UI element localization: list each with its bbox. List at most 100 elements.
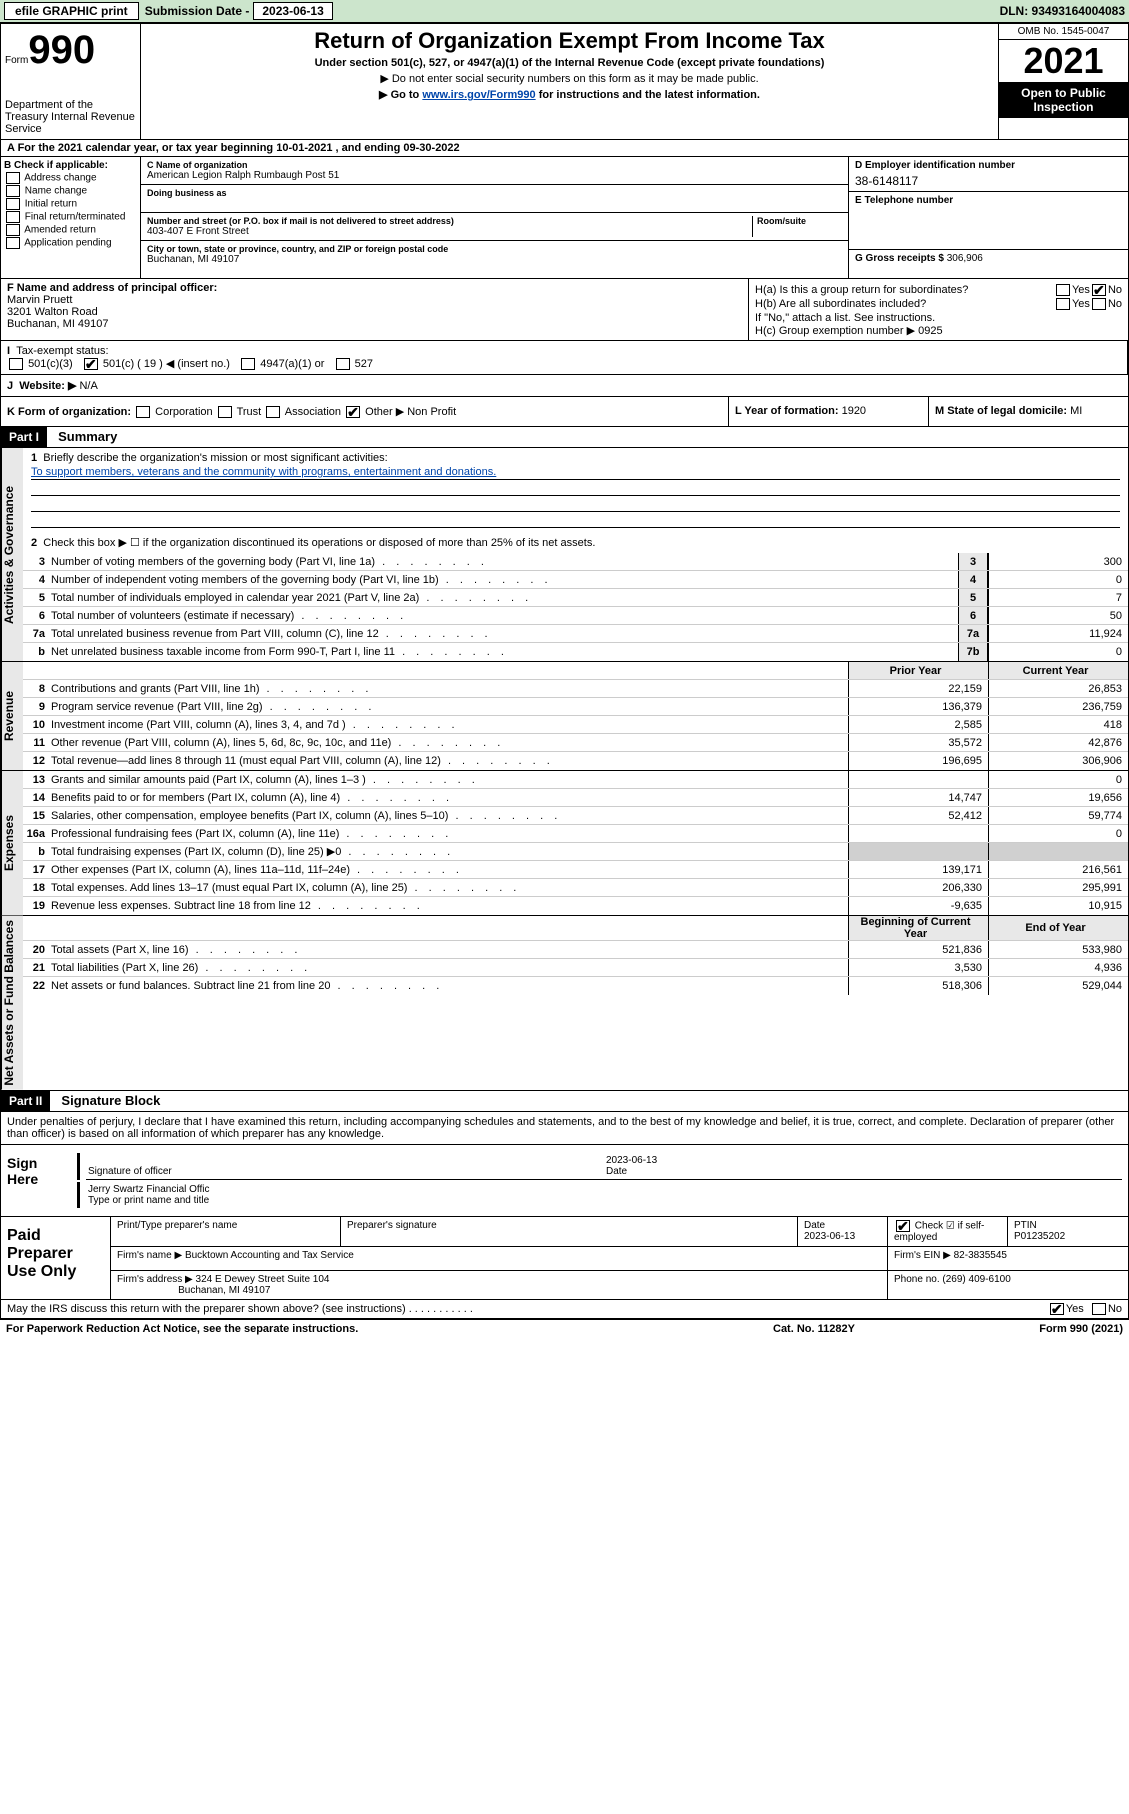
irs-link[interactable]: www.irs.gov/Form990 xyxy=(422,89,535,101)
line-num: 15 xyxy=(23,810,51,822)
firm-name-label: Firm's name ▶ xyxy=(117,1250,182,1261)
line-desc: Total number of volunteers (estimate if … xyxy=(51,608,958,624)
prior-value: -9,635 xyxy=(848,897,988,915)
hc-label: H(c) Group exemption number ▶ xyxy=(755,325,915,337)
end-year-header: End of Year xyxy=(988,916,1128,940)
discuss-yes-checkbox[interactable] xyxy=(1050,1303,1064,1315)
header-section-bcde: B Check if applicable: Address change Na… xyxy=(0,157,1129,279)
chk-527[interactable] xyxy=(336,358,350,370)
taxyear-a: A For the 2021 calendar year, or tax yea… xyxy=(7,142,276,154)
form-of-org: K Form of organization: Corporation Trus… xyxy=(1,397,728,426)
chk-trust[interactable] xyxy=(218,406,232,418)
ha-yes-checkbox[interactable] xyxy=(1056,284,1070,296)
part1-badge: Part I xyxy=(1,427,47,447)
website-value: N/A xyxy=(79,380,97,392)
chk-application-pending[interactable]: Application pending xyxy=(4,237,137,249)
line-15: 15 Salaries, other compensation, employe… xyxy=(23,807,1128,825)
discuss-no-checkbox[interactable] xyxy=(1092,1303,1106,1315)
summary-line-b: b Net unrelated business taxable income … xyxy=(23,643,1128,661)
form-word: Form xyxy=(5,55,28,66)
side-expenses: Expenses xyxy=(1,771,23,915)
city-value: Buchanan, MI 49107 xyxy=(147,254,842,265)
current-value: 236,759 xyxy=(988,698,1128,715)
officer-name: Marvin Pruett xyxy=(7,294,742,306)
line-desc: Number of voting members of the governin… xyxy=(51,554,958,570)
prior-value: 521,836 xyxy=(848,941,988,958)
hb-no-label: No xyxy=(1108,298,1122,310)
line-desc: Total fundraising expenses (Part IX, col… xyxy=(51,843,848,860)
current-value: 306,906 xyxy=(988,752,1128,770)
line-num: b xyxy=(23,846,51,858)
chk-final-return[interactable]: Final return/terminated xyxy=(4,211,137,223)
prior-value: 139,171 xyxy=(848,861,988,878)
chk-amended-return[interactable]: Amended return xyxy=(4,224,137,236)
line-num: 8 xyxy=(23,683,51,695)
line-desc: Grants and similar amounts paid (Part IX… xyxy=(51,772,848,788)
chk-501c3[interactable] xyxy=(9,358,23,370)
line-num: 20 xyxy=(23,944,51,956)
firm-phone-label: Phone no. xyxy=(894,1274,940,1285)
prior-value: 196,695 xyxy=(848,752,988,770)
prior-year-header: Prior Year xyxy=(848,662,988,679)
form-footer: Form 990 (2021) xyxy=(973,1323,1123,1335)
website-label: Website: ▶ xyxy=(19,380,76,392)
discuss-yes-label: Yes xyxy=(1066,1303,1084,1315)
sig-officer-label: Signature of officer xyxy=(88,1166,172,1177)
lbl-corporation: Corporation xyxy=(155,406,212,418)
efile-print-button[interactable]: efile GRAPHIC print xyxy=(4,2,139,20)
mission-text[interactable]: To support members, veterans and the com… xyxy=(31,466,496,478)
ein-value: 38-6148117 xyxy=(855,174,1122,188)
prior-value: 35,572 xyxy=(848,734,988,751)
form-subtitle-2b: ▶ Go to www.irs.gov/Form990 for instruct… xyxy=(145,88,994,101)
omb-number: OMB No. 1545-0047 xyxy=(999,24,1128,40)
line-value: 7 xyxy=(988,589,1128,606)
line-12: 12 Total revenue—add lines 8 through 11 … xyxy=(23,752,1128,770)
tax-exempt-status: I Tax-exempt status: 501(c)(3) 501(c) ( … xyxy=(1,341,1128,374)
prep-name-label: Print/Type preparer's name xyxy=(117,1220,237,1231)
line-desc: Total number of individuals employed in … xyxy=(51,590,958,606)
signer-name-label: Type or print name and title xyxy=(88,1195,209,1206)
hb-yes-label: Yes xyxy=(1072,298,1090,310)
chk-other[interactable] xyxy=(346,406,360,418)
line-num: 9 xyxy=(23,701,51,713)
cat-number: Cat. No. 11282Y xyxy=(773,1323,973,1335)
line-value: 50 xyxy=(988,607,1128,624)
line-num: 21 xyxy=(23,962,51,974)
chk-4947[interactable] xyxy=(241,358,255,370)
line-value: 11,924 xyxy=(988,625,1128,642)
current-value: 529,044 xyxy=(988,977,1128,995)
line-20: 20 Total assets (Part X, line 16) 521,83… xyxy=(23,941,1128,959)
hb-yes-checkbox[interactable] xyxy=(1056,298,1070,310)
netassets-header-row: Beginning of Current Year End of Year xyxy=(23,916,1128,941)
discuss-no-label: No xyxy=(1108,1303,1122,1315)
line-desc: Professional fundraising fees (Part IX, … xyxy=(51,826,848,842)
current-value: 418 xyxy=(988,716,1128,733)
mission-block: 1 Briefly describe the organization's mi… xyxy=(23,448,1128,532)
line-num: 14 xyxy=(23,792,51,804)
netassets-section: Net Assets or Fund Balances Beginning of… xyxy=(0,916,1129,1091)
prior-value: 518,306 xyxy=(848,977,988,995)
line-box: 7b xyxy=(958,643,988,661)
hb-no-checkbox[interactable] xyxy=(1092,298,1106,310)
beginning-year-header: Beginning of Current Year xyxy=(848,916,988,940)
officer-addr2: Buchanan, MI 49107 xyxy=(7,318,742,330)
state-domicile: M State of legal domicile: MI xyxy=(928,397,1128,426)
chk-initial-return[interactable]: Initial return xyxy=(4,198,137,210)
ha-no-checkbox[interactable] xyxy=(1092,284,1106,296)
chk-self-employed[interactable] xyxy=(896,1220,910,1232)
chk-association[interactable] xyxy=(266,406,280,418)
form-number: 990 xyxy=(28,28,95,72)
chk-name-change[interactable]: Name change xyxy=(4,185,137,197)
chk-corporation[interactable] xyxy=(136,406,150,418)
line-10: 10 Investment income (Part VIII, column … xyxy=(23,716,1128,734)
col-f-officer: F Name and address of principal officer:… xyxy=(1,279,748,340)
chk-501c[interactable] xyxy=(84,358,98,370)
summary-line-3: 3 Number of voting members of the govern… xyxy=(23,553,1128,571)
street-label: Number and street (or P.O. box if mail i… xyxy=(147,216,752,226)
lbl-501c: 501(c) ( 19 ) ◀ (insert no.) xyxy=(103,358,230,370)
chk-address-change[interactable]: Address change xyxy=(4,172,137,184)
signer-name: Jerry Swartz Financial Offic xyxy=(88,1184,210,1195)
prep-date-label: Date xyxy=(804,1220,825,1231)
year-formation-value: 1920 xyxy=(842,405,866,417)
current-value: 0 xyxy=(988,825,1128,842)
